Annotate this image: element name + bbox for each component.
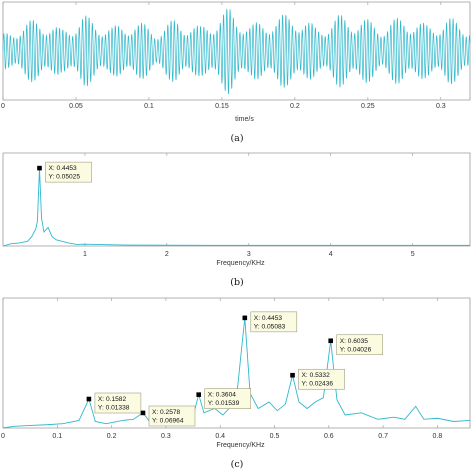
datatip-x-value: X: 0.1582 — [98, 396, 127, 403]
x-tick-label: 0.15 — [215, 103, 229, 110]
datatip-marker — [37, 165, 42, 171]
datatip-marker — [328, 338, 334, 344]
x-tick-label: 0.5 — [270, 433, 280, 440]
panel-a-x-label: time/s — [235, 116, 254, 123]
panel-b-x-label: Frequency/KHz — [216, 260, 265, 267]
datatip-y-value: Y: 0.01338 — [98, 405, 130, 412]
x-tick-label: 0.25 — [361, 103, 375, 110]
datatip-marker — [86, 396, 92, 402]
x-tick-label: 0.05 — [69, 103, 83, 110]
x-tick-label: 5 — [411, 251, 415, 258]
datatip-y-value: Y: 0.01539 — [208, 400, 240, 407]
datatip-y-value: Y: 0.05083 — [254, 323, 286, 330]
panel-c-spectrum — [2, 317, 471, 429]
panel-c: 0 0.1 0.2 0.3 0.4 0.5 0.6 0.7 0.8 X: 0.1582 Y: 0.… — [1, 297, 471, 470]
datatip-y-value: Y: 0.05025 — [48, 174, 80, 181]
panel-b-x-ticks: 1 2 3 4 5 — [83, 153, 415, 258]
panel-c-x-label: Frequency/KHz — [216, 442, 265, 449]
panel-b-datatips: X: 0.4453 Y: 0.05025 — [37, 161, 92, 183]
datatip-marker — [140, 410, 146, 416]
datatip-marker — [242, 315, 248, 321]
datatip-x-value: X: 0.3604 — [208, 392, 237, 399]
panel-b-caption: (b) — [230, 277, 244, 288]
x-tick-label: 2 — [165, 251, 169, 258]
datatip-marker — [196, 392, 202, 397]
x-tick-label: 0.1 — [52, 433, 62, 440]
datatip-box — [45, 161, 92, 183]
x-tick-label: 0.2 — [107, 433, 117, 440]
x-tick-label: 0.6 — [324, 433, 334, 440]
panel-b-spectrum — [2, 168, 470, 247]
datatip-x-value: X: 0.5332 — [302, 372, 331, 379]
datatip-x-value: X: 0.4453 — [48, 165, 77, 172]
panel-c-axes — [2, 297, 471, 429]
datatip-marker — [290, 372, 295, 378]
datatip-y-value: Y: 0.02436 — [302, 381, 334, 388]
x-tick-label: 0 — [1, 433, 5, 440]
panel-c-caption: (c) — [231, 459, 244, 470]
panel-c-x-ticks: 0 0.1 0.2 0.3 0.4 0.5 0.6 0.7 0.8 — [1, 298, 442, 440]
x-tick-label: 3 — [247, 251, 251, 258]
panel-a-caption: (a) — [230, 133, 243, 144]
panel-a-axes — [2, 1, 471, 101]
x-tick-label: 0.8 — [433, 433, 443, 440]
panel-c-datatips: X: 0.1582 Y: 0.01338 X: 0.2578 Y: 0.06964 X:… — [86, 311, 383, 427]
datatip-x-value: X: 0.4453 — [254, 315, 283, 322]
x-tick-label: 0.2 — [290, 103, 300, 110]
datatip-box — [148, 405, 196, 427]
datatip-box — [250, 311, 298, 333]
datatip-box — [336, 334, 383, 356]
x-tick-label: 0.4 — [215, 433, 225, 440]
datatip-x-value: X: 0.6035 — [340, 338, 369, 345]
x-tick-label: 0.7 — [378, 433, 388, 440]
x-tick-label: 4 — [329, 251, 333, 258]
datatip-box — [94, 392, 142, 414]
panel-b-axes — [2, 152, 471, 247]
x-tick-label: 0.3 — [436, 103, 446, 110]
x-tick-label: 0 — [1, 103, 5, 110]
datatip-y-value: Y: 0.04026 — [340, 346, 372, 353]
panel-a-waveform — [2, 8, 471, 95]
x-tick-label: 0.1 — [144, 103, 154, 110]
datatip-box — [204, 388, 251, 409]
x-tick-label: 1 — [83, 251, 87, 258]
datatip-y-value: Y: 0.06964 — [152, 418, 184, 425]
panel-a-x-ticks: 0 0.05 0.1 0.15 0.2 0.25 0.3 — [1, 2, 446, 110]
x-tick-label: 0.3 — [161, 433, 171, 440]
panel-a: 0 0.05 0.1 0.15 0.2 0.25 0.3 time/s (a) — [1, 1, 471, 144]
datatip-x-value: X: 0.2578 — [152, 409, 181, 416]
datatip-box — [298, 368, 345, 390]
